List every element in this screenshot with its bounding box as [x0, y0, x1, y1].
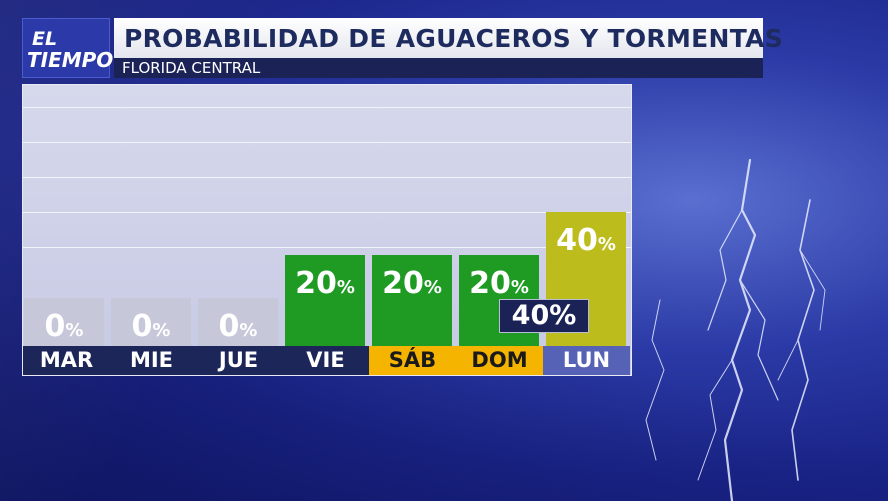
- bar-mie: 0%: [111, 298, 191, 346]
- logo-line-1: EL: [32, 28, 58, 50]
- day-label-vie: VIE: [282, 346, 369, 375]
- page-subtitle: FLORIDA CENTRAL: [122, 59, 261, 77]
- bar-value-number: 20: [382, 266, 424, 301]
- bar-value-label: 0%: [198, 312, 278, 342]
- gridline-0: [23, 107, 631, 108]
- bar-value-label: 20%: [459, 269, 539, 299]
- bar-value-number: 0: [218, 309, 240, 344]
- bar-value-unit: %: [423, 277, 442, 298]
- el-tiempo-logo: EL TIEMPO: [22, 18, 114, 78]
- gridline-4: [23, 247, 631, 248]
- bar-value-unit: %: [510, 277, 529, 298]
- bar-sáb: 20%: [372, 255, 452, 346]
- bar-mar: 0%: [24, 298, 104, 346]
- gridline-2: [23, 177, 631, 178]
- day-label-mie: MIE: [108, 346, 195, 375]
- dom-annotation-badge: 40%: [499, 299, 589, 333]
- bar-value-label: 20%: [372, 269, 452, 299]
- logo-line-2: TIEMPO: [27, 48, 114, 72]
- day-label-dom: DOM: [456, 346, 543, 375]
- bar-value-number: 20: [295, 266, 337, 301]
- day-label-mar: MAR: [23, 346, 110, 375]
- bar-value-label: 0%: [24, 312, 104, 342]
- day-label-lun: LUN: [543, 346, 630, 375]
- bar-value-unit: %: [597, 234, 616, 255]
- bar-value-label: 40%: [546, 226, 626, 256]
- day-label-jue: JUE: [195, 346, 282, 375]
- day-label-sáb: SÁB: [369, 346, 456, 375]
- bar-value-unit: %: [239, 320, 258, 341]
- bar-jue: 0%: [198, 298, 278, 346]
- bar-value-number: 0: [44, 309, 66, 344]
- subtitle-bar: FLORIDA CENTRAL: [114, 58, 763, 78]
- bar-vie: 20%: [285, 255, 365, 346]
- bar-value-unit: %: [152, 320, 171, 341]
- gridline-1: [23, 142, 631, 143]
- bar-value-unit: %: [65, 320, 84, 341]
- bar-value-label: 20%: [285, 269, 365, 299]
- gridline-3: [23, 212, 631, 213]
- lightning-icon: [645, 158, 826, 501]
- bar-value-number: 20: [469, 266, 511, 301]
- bar-value-number: 40: [556, 223, 598, 258]
- bar-value-label: 0%: [111, 312, 191, 342]
- page-title: PROBABILIDAD DE AGUACEROS Y TORMENTAS: [124, 24, 784, 53]
- title-bar: PROBABILIDAD DE AGUACEROS Y TORMENTAS: [114, 18, 783, 58]
- bar-value-unit: %: [336, 277, 355, 298]
- bar-value-number: 0: [131, 309, 153, 344]
